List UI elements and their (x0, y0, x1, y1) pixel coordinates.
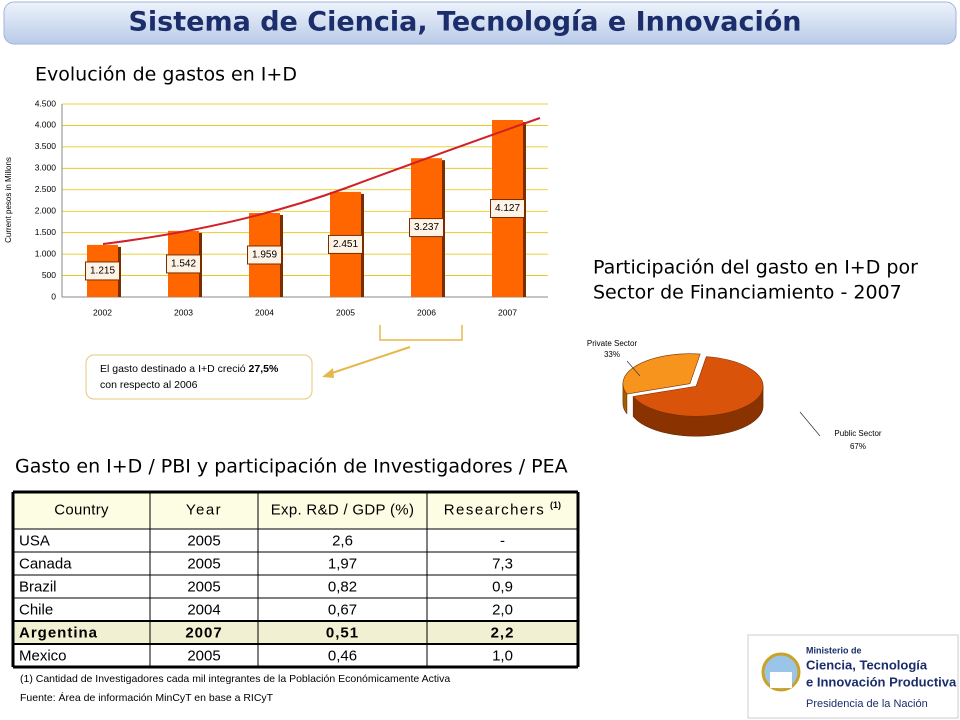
table-cell: 0,67 (328, 601, 357, 618)
table-cell: Mexico (19, 647, 67, 664)
value-label: 1.959 (252, 250, 277, 261)
pie-label: Private Sector (587, 339, 638, 348)
logo-text: Ciencia, Tecnología (806, 657, 928, 672)
y-tick-label: 1.000 (35, 248, 57, 258)
annotation-text: El gasto destinado a I+D creció (100, 363, 249, 375)
table-cell: - (500, 532, 505, 549)
value-label-box (409, 218, 444, 238)
leader-line (799, 411, 821, 437)
arrow (325, 346, 411, 376)
table-cell: Canada (19, 555, 72, 572)
table: USA 2005 2,6 - Canada 2005 1,97 7,3 Brazil 2005 0,… (11, 490, 580, 669)
y-tick-label: 500 (42, 270, 56, 280)
table-cell: 1,0 (492, 647, 513, 664)
x-tick-label: 2005 (336, 307, 355, 317)
table-cell: Chile (19, 601, 53, 618)
table-cell: 2007 (185, 624, 222, 641)
y-tick-label: 3.500 (35, 141, 57, 151)
header-bar (3, 1, 957, 45)
table-cell: 2005 (187, 647, 220, 664)
table-cell: 2,6 (332, 532, 353, 549)
table-cell: 1,97 (328, 555, 357, 572)
pie-label: Public Sector (834, 429, 881, 438)
y-tick-label: 3.000 (35, 163, 57, 173)
pie-value-label: 67% (850, 442, 866, 451)
y-tick-label: 4.000 (35, 120, 57, 130)
y-axis-label: Current pesos in Millons (4, 157, 13, 243)
value-label-box (85, 261, 120, 281)
leader-line (626, 360, 641, 377)
pie-slice (622, 353, 701, 395)
column-header: Country (54, 501, 109, 518)
logo: Ministerio de Ciencia, Tecnología e Inno… (747, 634, 959, 719)
table-cell: 2005 (187, 578, 220, 595)
y-tick-label: 2.500 (35, 184, 57, 194)
table-cell: 0,9 (492, 578, 513, 595)
y-tick-label: 2.000 (35, 205, 57, 215)
logo-emblem (770, 672, 792, 688)
column-note: (1) (550, 500, 561, 510)
trend-line (102, 117, 541, 245)
y-tick-label: 1.500 (35, 227, 57, 237)
bar-chart-title: Evolución de gastos en I+D (35, 64, 297, 86)
value-label: 2.451 (333, 239, 358, 250)
table-cell: Brazil (19, 578, 57, 595)
pie-slice (632, 356, 764, 417)
x-tick-label: 2007 (498, 307, 517, 317)
table-cell: 2005 (187, 555, 220, 572)
table-cell: 2,0 (492, 601, 513, 618)
footnote: (1) Cantidad de Investigadores cada mil … (20, 673, 450, 685)
logo-text: Presidencia de la Nación (806, 698, 928, 710)
pie-title: Participación del gasto en I+D por (593, 257, 918, 279)
annotation-box (85, 354, 313, 400)
bar-plot: 0 500 1.000 1.500 2.000 2.500 3.000 3.500 4.000 4… (35, 98, 548, 317)
y-tick-label: 4.500 (35, 98, 57, 108)
x-tick-label: 2002 (93, 307, 112, 317)
annotation-text: con respecto al 2006 (100, 379, 198, 391)
value-label-box (247, 245, 282, 265)
pie-title: Sector de Financiamiento - 2007 (593, 282, 902, 304)
value-label: 4.127 (495, 203, 520, 214)
table-cell: 2005 (187, 532, 220, 549)
table-cell: 0,82 (328, 578, 357, 595)
column-header: Exp. R&D / GDP (%) (271, 501, 414, 518)
table-title: Gasto en I+D / PBI y participación de In… (15, 456, 568, 478)
table-cell: 7,3 (492, 555, 513, 572)
pie-value-label: 33% (604, 350, 620, 359)
table-cell: USA (19, 532, 50, 549)
value-label: 1.542 (171, 259, 196, 270)
y-tick-label: 0 (51, 291, 56, 301)
arrow-head (322, 368, 334, 378)
bracket (379, 325, 463, 341)
annotation: El gasto destinado a I+D creció 27,5% (100, 363, 279, 375)
pie-plot: Private Sector 33% Public Sector 67% (587, 339, 882, 451)
footnote: Fuente: Área de información MinCyT en ba… (20, 691, 274, 704)
value-label: 3.237 (414, 222, 439, 233)
annotation-highlight: 27,5% (249, 363, 279, 375)
table-header-bg (13, 492, 578, 529)
logo-text: e Innovación Productiva (806, 674, 957, 689)
table-cell: 0,51 (326, 624, 359, 641)
x-tick-label: 2004 (255, 307, 274, 317)
column-header: Year (186, 501, 222, 518)
value-label-box (490, 198, 525, 218)
value-label-box (166, 254, 201, 274)
header-title: Sistema de Ciencia, Tecnología e Innovac… (128, 7, 801, 38)
table-cell: 2004 (187, 601, 220, 618)
value-label-box (328, 234, 363, 254)
table-cell: 2,2 (491, 624, 515, 641)
x-tick-label: 2006 (417, 307, 436, 317)
logo-text: Ministerio de (806, 645, 862, 655)
x-tick-label: 2003 (174, 307, 193, 317)
column-header: Researchers (444, 501, 546, 518)
table-cell: 0,46 (328, 647, 357, 664)
table-cell: Argentina (19, 624, 98, 641)
value-label: 1.215 (90, 266, 115, 277)
highlight-row-bg (13, 621, 578, 644)
